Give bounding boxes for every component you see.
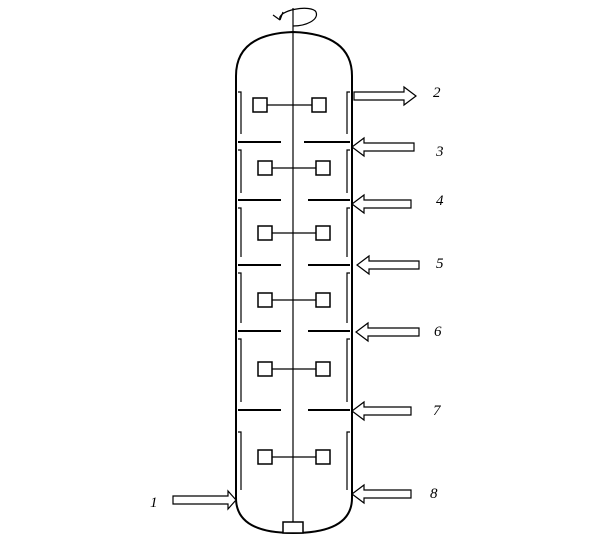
shaft-bearing bbox=[282, 521, 304, 534]
impellers bbox=[252, 97, 331, 465]
port-label-7: 7 bbox=[433, 403, 442, 419]
port-label-8: 8 bbox=[430, 486, 438, 502]
inlet-arrow-8 bbox=[351, 483, 412, 505]
inlet-arrow-6 bbox=[355, 321, 420, 343]
port-label-3: 3 bbox=[435, 144, 444, 160]
inlet-arrow-4 bbox=[351, 193, 412, 215]
port-label-6: 6 bbox=[434, 324, 442, 340]
port-label-1: 1 bbox=[150, 495, 158, 511]
port-labels: 1 2 3 4 5 6 7 8 bbox=[150, 85, 444, 511]
vessel-shell bbox=[235, 30, 353, 535]
impeller bbox=[257, 449, 331, 465]
port-label-4: 4 bbox=[436, 193, 444, 209]
inlet-arrow-1 bbox=[172, 489, 237, 511]
inlet-arrow-7 bbox=[351, 400, 412, 422]
impeller bbox=[257, 160, 331, 176]
impeller bbox=[257, 225, 331, 241]
rotation-arrow-icon bbox=[272, 7, 318, 27]
inlet-arrow-3 bbox=[351, 136, 415, 158]
vessel bbox=[235, 30, 353, 535]
outlet-arrow-2 bbox=[353, 85, 417, 107]
impeller bbox=[252, 97, 327, 113]
port-label-2: 2 bbox=[433, 85, 441, 101]
impeller bbox=[257, 292, 331, 308]
wall-baffles bbox=[238, 91, 350, 490]
port-arrows bbox=[172, 85, 420, 511]
inlet-arrow-5 bbox=[356, 254, 420, 276]
impeller bbox=[257, 361, 331, 377]
port-label-5: 5 bbox=[436, 256, 444, 272]
stage-baffles bbox=[238, 141, 350, 411]
